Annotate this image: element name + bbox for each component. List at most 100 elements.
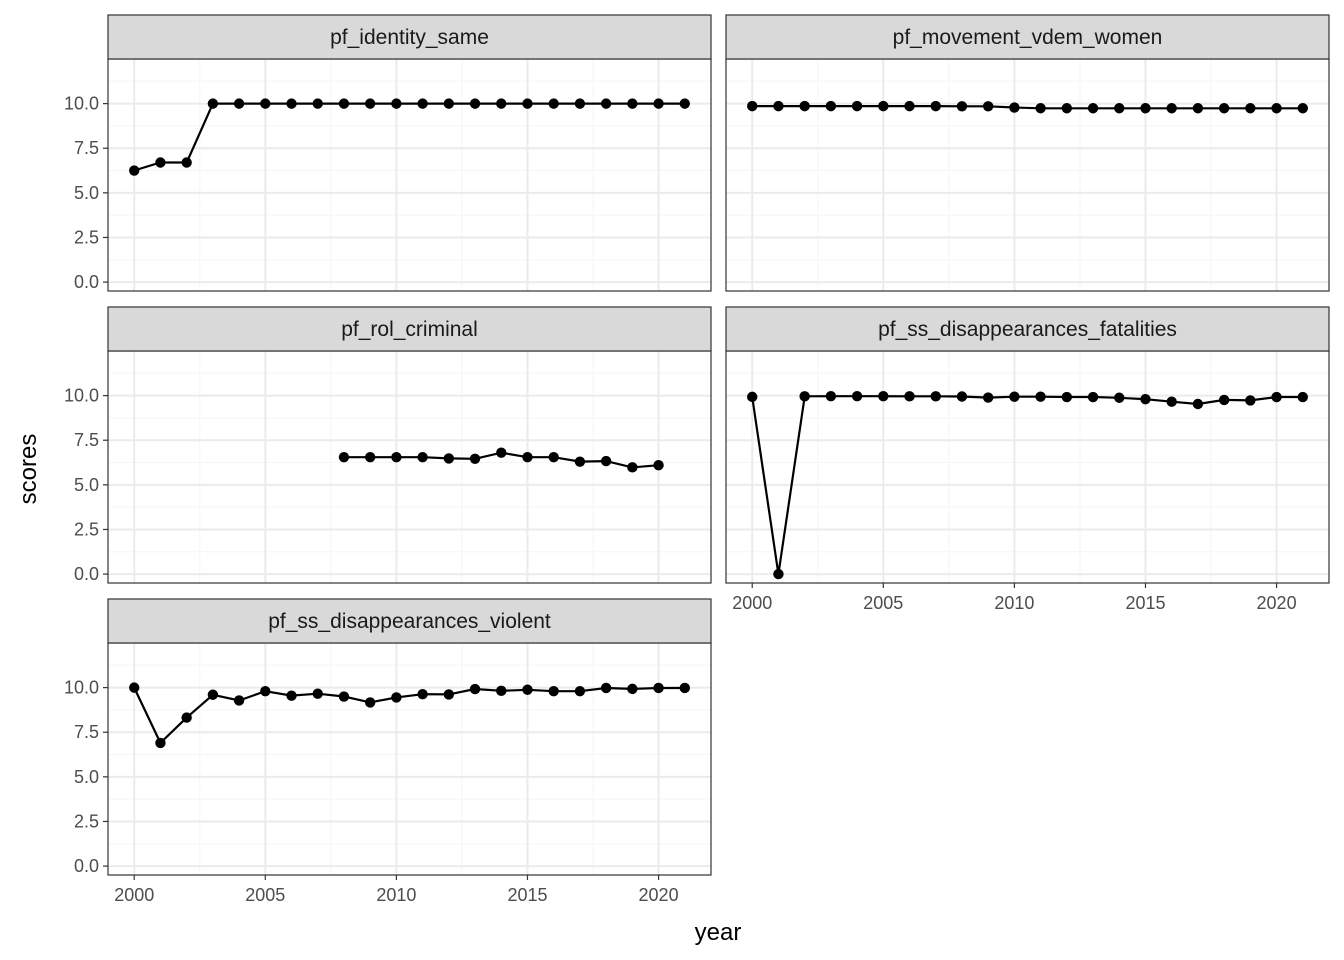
data-point <box>260 685 271 697</box>
data-point <box>982 392 994 403</box>
data-point <box>1114 392 1125 403</box>
y-tick-label: 10.0 <box>64 678 99 698</box>
data-point <box>799 100 810 112</box>
data-point <box>1297 103 1308 114</box>
data-point <box>574 98 586 109</box>
data-point <box>1192 103 1204 114</box>
data-point <box>338 451 350 463</box>
data-point <box>1087 103 1099 114</box>
data-point <box>443 689 455 700</box>
data-point <box>930 391 941 402</box>
data-point <box>129 165 140 176</box>
data-point <box>129 682 140 693</box>
y-tick-label: 7.5 <box>74 138 99 158</box>
y-tick-label: 10.0 <box>64 386 99 406</box>
data-point <box>1297 391 1308 403</box>
data-point <box>679 98 690 109</box>
data-point <box>1140 103 1151 114</box>
data-point <box>496 685 507 697</box>
data-point <box>1087 391 1099 403</box>
data-point <box>1009 102 1020 113</box>
data-point <box>773 568 784 580</box>
facet-panel: pf_ss_disappearances_fatalities 2000 2005 2… <box>725 306 1330 613</box>
data-point <box>574 685 586 697</box>
panel-background <box>108 643 711 875</box>
data-point <box>574 456 586 467</box>
data-point <box>286 690 297 701</box>
data-point <box>338 691 350 702</box>
facet-panel: pf_identity_same 0.0 2.5 5.0 7.5 10.0 <box>64 14 712 292</box>
data-point <box>364 451 376 463</box>
data-point <box>627 98 638 109</box>
data-point <box>312 688 323 699</box>
y-tick-label: 0.0 <box>74 272 99 292</box>
facet-strip-label: pf_ss_disappearances_fatalities <box>878 318 1177 341</box>
data-point <box>653 98 664 109</box>
data-point <box>469 453 481 464</box>
y-tick-label: 7.5 <box>74 430 99 450</box>
facet-strip <box>107 14 712 60</box>
data-point <box>417 689 428 700</box>
data-point <box>207 98 219 109</box>
y-tick-label: 10.0 <box>64 94 99 114</box>
data-point <box>469 98 481 109</box>
data-point <box>233 695 245 706</box>
facet-strip <box>725 14 1330 60</box>
y-tick-label: 0.0 <box>74 564 99 584</box>
data-point <box>522 98 533 109</box>
facet-strip-label: pf_identity_same <box>330 26 489 49</box>
data-point <box>207 689 219 700</box>
facet-panel: pf_rol_criminal 0.0 2.5 5.0 7.5 10.0 <box>64 306 712 584</box>
series-line <box>752 104 1303 110</box>
facet-strip <box>107 306 712 352</box>
y-axis-title: scores <box>15 434 42 505</box>
data-point <box>799 391 810 402</box>
data-point <box>391 451 402 463</box>
y-tick-label: 7.5 <box>74 722 99 742</box>
data-point <box>443 453 455 464</box>
panel-background <box>108 351 711 583</box>
y-tick-label: 2.5 <box>74 227 99 247</box>
series-line <box>133 686 685 745</box>
data-point <box>679 682 690 694</box>
data-point <box>1140 393 1151 405</box>
data-point <box>181 712 192 723</box>
y-tick-label: 0.0 <box>74 856 99 876</box>
x-tick-label: 2010 <box>376 885 416 905</box>
data-point <box>1271 391 1282 403</box>
y-tick-label: 2.5 <box>74 519 99 539</box>
data-point <box>747 100 758 112</box>
x-tick-label: 2000 <box>732 593 772 613</box>
y-tick-label: 5.0 <box>74 767 99 787</box>
panel-background <box>726 59 1329 291</box>
data-point <box>1114 103 1125 114</box>
panel-background <box>726 351 1329 583</box>
data-point <box>469 683 481 695</box>
data-point <box>982 101 994 112</box>
data-point <box>286 98 297 109</box>
data-point <box>653 682 664 694</box>
data-point <box>1218 394 1230 406</box>
data-point <box>1245 103 1256 114</box>
y-tick-label: 2.5 <box>74 811 99 831</box>
data-point <box>851 100 863 112</box>
data-point <box>417 451 428 463</box>
data-point <box>1166 396 1177 407</box>
data-point <box>956 391 968 402</box>
x-tick-label: 2020 <box>639 885 679 905</box>
x-tick-label: 2015 <box>507 885 547 905</box>
data-point <box>312 98 323 109</box>
data-point <box>391 98 402 109</box>
data-point <box>1166 103 1177 114</box>
data-point <box>773 100 784 112</box>
x-tick-label: 2005 <box>863 593 903 613</box>
data-point <box>496 447 507 458</box>
data-point <box>1271 103 1282 114</box>
x-tick-label: 2015 <box>1125 593 1165 613</box>
series-line <box>751 395 1303 575</box>
data-point <box>1009 391 1020 402</box>
data-point <box>1035 391 1046 402</box>
data-point <box>155 737 166 749</box>
data-point <box>548 685 559 697</box>
data-point <box>391 692 402 703</box>
